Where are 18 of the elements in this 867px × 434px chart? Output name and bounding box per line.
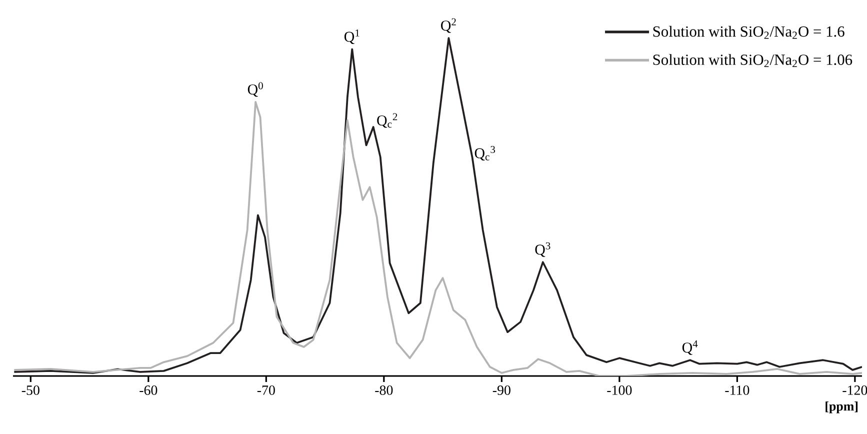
annotation: Q$_{c}$3 bbox=[474, 146, 495, 161]
annotation: Q$_{c}$2 bbox=[377, 113, 398, 128]
x-tick-label: -70 bbox=[257, 386, 275, 395]
x-tick-label: -90 bbox=[492, 386, 510, 395]
legend-label: Solution with SiO$_{2}$/Na$_{2}$O = 1.06 bbox=[653, 54, 852, 67]
annotation: Q$^{1}$ bbox=[344, 30, 360, 44]
annotation: Q$^{4}$ bbox=[682, 340, 698, 355]
annotation: Q$^{0}$ bbox=[248, 82, 263, 97]
annotation: Q$^{3}$ bbox=[535, 242, 550, 257]
annotation: Q$^{2}$ bbox=[441, 18, 456, 33]
x-tick-label: -120 bbox=[842, 386, 867, 395]
x-tick-label: -80 bbox=[375, 386, 393, 395]
x-tick-label: -110 bbox=[725, 386, 750, 395]
x-tick-label: -50 bbox=[22, 386, 40, 395]
x-axis-title: [ppm] bbox=[826, 402, 858, 414]
x-tick-label: -60 bbox=[140, 386, 158, 395]
legend-label: Solution with SiO$_{2}$/Na$_{2}$O = 1.6 bbox=[653, 26, 844, 39]
x-tick-label: -100 bbox=[607, 386, 632, 395]
